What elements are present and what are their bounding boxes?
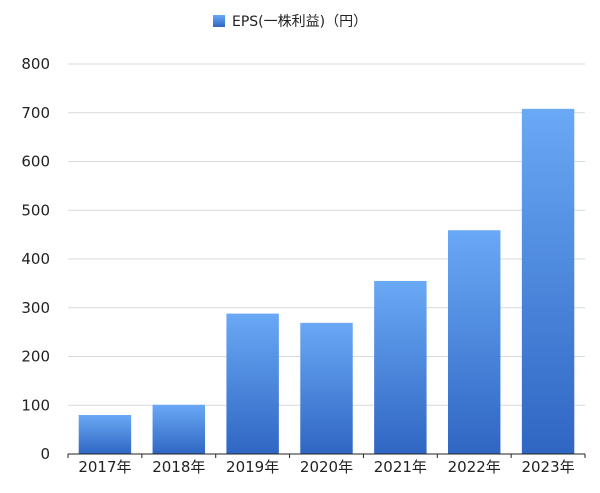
x-tick-label: 2019年 bbox=[226, 458, 279, 476]
bar bbox=[447, 230, 501, 454]
y-tick-label: 500 bbox=[21, 201, 50, 219]
chart-legend: EPS(一株利益)（円） bbox=[213, 14, 367, 30]
bar bbox=[226, 313, 279, 454]
y-tick-label: 600 bbox=[21, 153, 50, 171]
bar bbox=[374, 280, 427, 454]
y-tick-label: 800 bbox=[21, 55, 50, 73]
y-axis-tick-labels: 0 100 200 300 400 500 600 700 800 bbox=[21, 55, 50, 463]
bars bbox=[78, 108, 575, 454]
y-tick-label: 0 bbox=[40, 445, 50, 463]
legend-swatch bbox=[213, 15, 225, 27]
bar bbox=[78, 415, 132, 454]
x-tick-label: 2022年 bbox=[448, 458, 501, 476]
gridlines bbox=[68, 63, 585, 406]
bar bbox=[300, 322, 353, 454]
legend-label: EPS(一株利益)（円） bbox=[232, 14, 367, 30]
x-tick-label: 2021年 bbox=[374, 458, 427, 476]
y-tick-label: 200 bbox=[21, 348, 50, 366]
x-tick-label: 2023年 bbox=[521, 458, 574, 476]
x-tick-label: 2017年 bbox=[78, 458, 131, 476]
y-tick-label: 300 bbox=[21, 299, 50, 317]
axes bbox=[67, 453, 586, 458]
x-axis-tick-labels: 2017年 2018年 2019年 2020年 2021年 2022年 2023年 bbox=[78, 458, 574, 476]
bar bbox=[521, 108, 575, 454]
y-tick-label: 400 bbox=[21, 250, 50, 268]
y-tick-label: 100 bbox=[21, 396, 50, 414]
bar bbox=[152, 404, 206, 454]
x-tick-label: 2020年 bbox=[300, 458, 353, 476]
y-tick-label: 700 bbox=[21, 104, 50, 122]
x-tick-label: 2018年 bbox=[152, 458, 205, 476]
